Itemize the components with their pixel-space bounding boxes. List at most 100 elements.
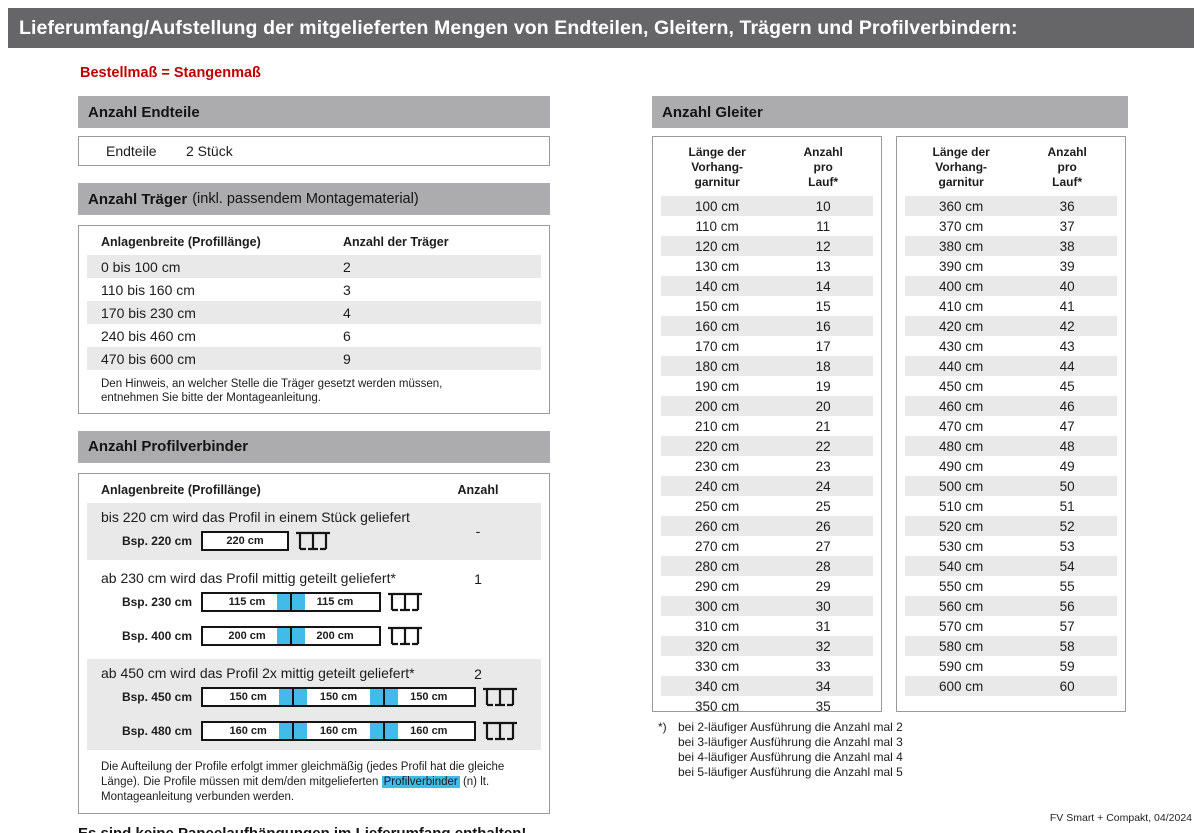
gleiter-table-header: Länge der Vorhang- garnitur Anzahl pro L… [661,137,873,196]
row-range-cell: 580 cm [939,638,984,654]
block-description: bis 220 cm wird das Profil in einem Stüc… [101,508,410,525]
row-range-cell: 240 cm [695,478,740,494]
row-count-cell: 17 [815,338,831,354]
table-row: 560 cm 56 [905,596,1117,617]
table-row: 0 bis 100 cm 2 [87,255,541,278]
row-count-cell: 16 [815,318,831,334]
table-row: 220 cm 22 [661,436,873,457]
profilverbinder-table: Anlagenbreite (Profillänge) Anzahl bis 2… [78,472,550,814]
rail-profile-icon [483,687,517,706]
note-highlight: Profilverbinder [381,775,460,788]
table-row: 310 cm 31 [661,616,873,636]
profile-connector [369,722,398,739]
table-row: 570 cm 57 [905,616,1117,636]
row-range-cell: 340 cm [695,678,740,694]
gleiter-table-header: Länge der Vorhang- garnitur Anzahl pro L… [905,137,1117,196]
row-range-cell: 450 cm [939,378,984,394]
example-label: Bsp. 230 cm [121,594,192,609]
row-range-cell: 120 cm [695,238,740,254]
rail-profile-icon [388,626,422,645]
row-count-cell: 3 [343,281,351,298]
row-range-cell: 500 cm [939,478,984,494]
row-count-cell: 39 [1059,258,1075,274]
table-row: 480 cm 48 [905,436,1117,457]
row-count-cell: 32 [815,638,831,654]
profile-segment-label: 160 cm [410,724,448,737]
table-row: 250 cm 25 [661,496,873,516]
profile-bar: 220 cm [201,530,289,551]
paneel-note: Es sind keine Paneelaufhängungen im Lief… [78,825,550,833]
row-range-cell: 490 cm [939,458,984,474]
page-title-bar: Lieferumfang/Aufstellung der mitgeliefer… [8,8,1194,48]
table-row: 100 cm 10 [661,196,873,217]
row-count-cell: 35 [815,698,831,714]
table-row: 470 cm 47 [905,416,1117,436]
table-row: 240 bis 460 cm 6 [87,324,541,347]
right-column: Anzahl Gleiter Länge der Vorhang- garnit… [652,96,1128,780]
table-row: 280 cm 28 [661,556,873,577]
row-count-cell: 27 [815,538,831,554]
row-count-cell: 25 [815,498,831,514]
row-range-cell: 320 cm [695,638,740,654]
endteile-label: Endteile [106,143,157,159]
note-text: Die Aufteilung der Profile erfolgt immer… [101,760,505,788]
profile-diagram: Bsp. 400 cm 200 cm 200 cm [101,625,541,647]
profile-segment-label: 160 cm [229,724,267,737]
row-count-cell: 37 [1059,218,1075,234]
section-title: Anzahl Profilverbinder [88,438,249,456]
rail-profile-icon [388,592,422,611]
profile-bar: 150 cm 150 cm 150 cm [201,686,476,707]
column-header-anlagenbreite: Anlagenbreite (Profillänge) [101,235,261,249]
table-row: 130 cm 13 [661,256,873,276]
table-row: 580 cm 58 [905,636,1117,657]
column-header-anlagenbreite: Anlagenbreite (Profillänge) [101,482,261,497]
row-range-cell: 100 cm [695,198,740,214]
block-anzahl-value: 2 [474,665,482,682]
profile-diagram: Bsp. 480 cm 160 cm 160 cm 160 cm [101,720,541,742]
profile-segment-label: 150 cm [319,690,358,703]
footnote-text: bei 4-läufiger Ausführung die Anzahl mal… [678,750,903,764]
row-range-cell: 600 cm [939,678,984,694]
section-header-profilverbinder: Anzahl Profilverbinder [78,430,550,463]
row-count-cell: 21 [815,418,831,434]
profile-junction-line [382,722,385,739]
row-range-cell: 260 cm [695,518,740,534]
gleiter-rows: 100 cm 10 110 cm 11 120 cm 12 130 cm 13 140 cm 14… [661,196,873,716]
example-label: Bsp. 220 cm [121,533,192,548]
row-count-cell: 31 [815,618,831,634]
profile-connector [277,593,305,610]
table-row: 530 cm 53 [905,536,1117,556]
profilverbinder-block-1: bis 220 cm wird das Profil in einem Stüc… [87,502,541,560]
row-count-cell: 43 [1059,338,1075,354]
row-count-cell: 59 [1059,658,1075,674]
table-row: 330 cm 33 [661,656,873,676]
section-title: Anzahl Träger [88,190,188,208]
profile-junction-line [290,593,292,610]
row-range-cell: 380 cm [939,238,984,254]
table-row: 430 cm 43 [905,336,1117,356]
table-row: 390 cm 39 [905,256,1117,276]
row-range-cell: 210 cm [695,418,740,434]
row-count-cell: 57 [1059,618,1075,634]
table-row: 110 cm 11 [661,216,873,236]
row-count-cell: 15 [815,298,831,314]
profile-connector [277,627,305,644]
row-range-cell: 280 cm [695,558,740,574]
table-row: 380 cm 38 [905,236,1117,257]
row-count-cell: 34 [815,678,831,694]
section-title: Anzahl Gleiter [662,103,763,121]
profile-diagram: Bsp. 450 cm 150 cm 150 cm 150 cm [101,686,541,708]
row-range-cell: 440 cm [939,358,984,374]
section-title-suffix: (inkl. passendem Montagematerial) [192,191,419,207]
row-range-cell: 470 cm [939,418,984,434]
row-count-cell: 42 [1059,318,1075,334]
row-range-cell: 170 bis 230 cm [101,304,196,321]
table-row: 590 cm 59 [905,656,1117,676]
gleiter-tables: Länge der Vorhang- garnitur Anzahl pro L… [652,136,1128,714]
block-anzahl-value: 1 [474,570,482,587]
row-count-cell: 4 [343,304,351,321]
row-range-cell: 240 bis 460 cm [101,327,196,344]
row-count-cell: 30 [815,598,831,614]
row-range-cell: 290 cm [695,578,740,594]
